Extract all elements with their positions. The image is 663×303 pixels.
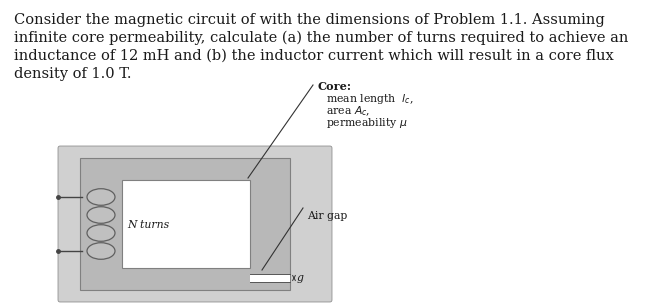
Ellipse shape [87, 207, 115, 223]
Text: inductance of 12 mH and (b) the inductor current which will result in a core flu: inductance of 12 mH and (b) the inductor… [14, 49, 614, 63]
Text: density of 1.0 T.: density of 1.0 T. [14, 67, 131, 81]
Bar [80, 158, 290, 290]
Bar [250, 274, 290, 282]
Text: infinite core permeability, calculate (a) the number of turns required to achiev: infinite core permeability, calculate (a… [14, 31, 629, 45]
Text: Core:: Core: [318, 81, 352, 92]
Text: N turns: N turns [127, 220, 169, 230]
Text: g: g [297, 273, 304, 283]
Text: area $A_c$,: area $A_c$, [326, 104, 371, 118]
Ellipse shape [87, 225, 115, 241]
Text: Air gap: Air gap [307, 211, 347, 221]
Text: Consider the magnetic circuit of with the dimensions of Problem 1.1. Assuming: Consider the magnetic circuit of with th… [14, 13, 605, 27]
Ellipse shape [87, 243, 115, 259]
Text: mean length  $l_c$,: mean length $l_c$, [326, 92, 414, 106]
Text: permeability $\mu$: permeability $\mu$ [326, 116, 408, 130]
Bar [122, 180, 250, 268]
Ellipse shape [87, 189, 115, 205]
FancyBboxPatch shape [58, 146, 332, 302]
